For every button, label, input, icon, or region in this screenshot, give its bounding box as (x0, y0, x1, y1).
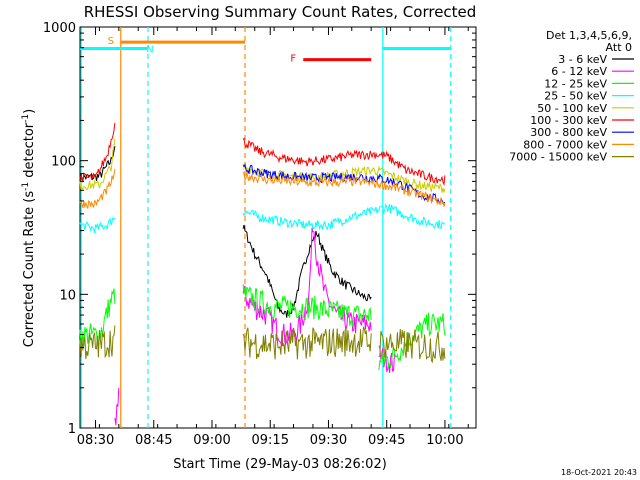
y-axis-label-sup1: -1 (21, 182, 31, 191)
series-group (79, 122, 446, 426)
vertical-markers (80, 27, 452, 428)
y-axis-ticks: 1 10 100 1000 (43, 21, 476, 437)
y-tick-label-2: 100 (51, 155, 76, 170)
series-line-7-seg-0 (79, 169, 116, 209)
legend-label-8: 7000 - 15000 keV (509, 151, 607, 164)
plot-frame (79, 26, 477, 429)
series-line-5-seg-0 (79, 122, 116, 183)
series-line-2-seg-1 (242, 284, 372, 327)
series-line-2-seg-2 (378, 312, 446, 371)
x-tick-label-2: 09:00 (193, 433, 230, 448)
series-line-1-seg-0 (114, 387, 120, 426)
y-axis-label-end: ) (22, 109, 37, 114)
y-tick-label-0: 1 (68, 422, 76, 437)
series-line-6-seg-0 (242, 163, 446, 204)
series-line-0-seg-0 (79, 146, 116, 183)
legend-label-2: 12 - 25 keV (544, 77, 607, 90)
legend-header-line1: Det 1,3,4,5,6,9, (546, 29, 632, 42)
annotation-label-0: S (108, 36, 114, 47)
annotation-label-3: F (290, 54, 296, 65)
legend-label-3: 25 - 50 keV (544, 90, 607, 103)
footer-date: 18-Oct-2021 20:43 (561, 468, 637, 477)
annotation-bars: S N F (80, 36, 451, 65)
x-axis-label: Start Time (29-May-03 08:26:02) (173, 457, 387, 472)
legend-header-line2: Att 0 (606, 41, 632, 54)
y-axis-label-sup2: -1 (21, 114, 31, 123)
x-tick-label-5: 09:45 (368, 433, 405, 448)
annotation-label-1: N (146, 45, 153, 56)
legend-label-1: 6 - 12 keV (551, 65, 607, 78)
y-axis-label-mid: detector (22, 122, 37, 182)
series-line-8-seg-0 (79, 325, 116, 360)
x-tick-label-4: 09:30 (310, 433, 347, 448)
x-axis-ticks: 08:30 08:45 09:00 09:15 09:30 09:45 10:00 (77, 27, 469, 448)
series-line-1-seg-1 (242, 227, 372, 347)
x-tick-label-0: 08:30 (77, 433, 114, 448)
y-axis-label-main: Corrected Count Rate (s (22, 191, 37, 348)
legend-label-5: 100 - 300 keV (530, 114, 607, 127)
legend-label-0: 3 - 6 keV (558, 53, 607, 66)
x-tick-label-3: 09:15 (252, 433, 289, 448)
series-line-8-seg-1 (242, 325, 372, 360)
series-line-3-seg-1 (242, 203, 446, 231)
x-tick-label-6: 10:00 (426, 433, 463, 448)
y-tick-label-1: 10 (59, 288, 76, 303)
series-line-4-seg-0 (79, 138, 116, 192)
legend-label-4: 50 - 100 keV (537, 102, 607, 115)
series-line-3-seg-0 (79, 216, 115, 234)
series-line-0-seg-1 (242, 224, 372, 318)
legend-label-6: 300 - 800 keV (530, 126, 607, 139)
y-axis-label: Corrected Count Rate (s-1 detector-1) (21, 109, 37, 347)
x-tick-label-1: 08:45 (135, 433, 172, 448)
y-tick-label-3: 1000 (43, 21, 76, 36)
series-line-8-seg-2 (378, 329, 446, 364)
series-line-7-seg-1 (242, 171, 446, 207)
legend-label-7: 800 - 7000 keV (523, 138, 607, 151)
chart-title: RHESSI Observing Summary Count Rates, Co… (84, 3, 477, 21)
plot-area: S N F 1 10 100 1000 08:30 08:45 09:00 09:15 09:30… (43, 21, 477, 448)
series-line-5-seg-1 (242, 137, 446, 187)
